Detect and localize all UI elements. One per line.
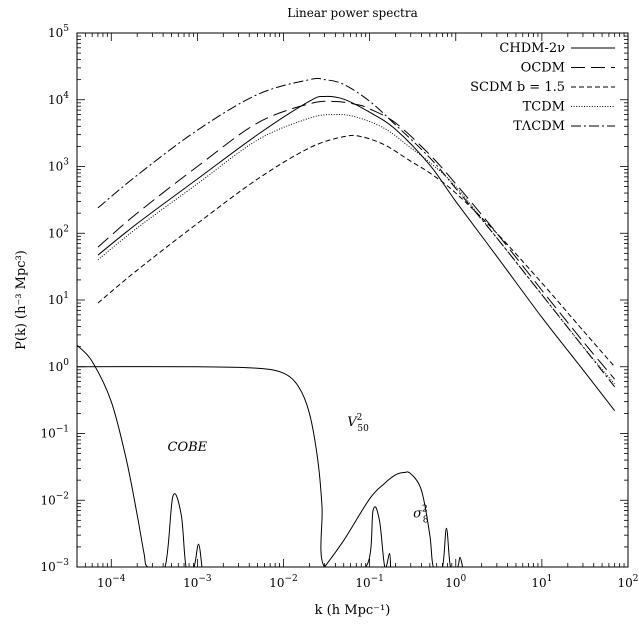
y-tick-label: 104: [48, 91, 69, 107]
x-tick-label: 101: [531, 574, 552, 590]
annotation: σ2 8: [413, 505, 429, 526]
legend-label: SCDM b = 1.5: [470, 80, 565, 95]
legend: CHDM-2ν OCDM SCDM b = 1.5 TCDM TΛCDM: [470, 41, 615, 134]
series-line-4: [97, 77, 616, 388]
y-tick-label: 101: [48, 291, 69, 307]
legend-label: CHDM-2ν: [499, 41, 565, 56]
x-tick-label: 10−1: [355, 574, 384, 590]
x-axis-label: k (h Mpc⁻¹): [315, 603, 391, 618]
x-tick-label: 10−2: [269, 574, 298, 590]
y-tick-label: 10−3: [40, 558, 69, 574]
annotations: COBE V2 50 σ2 8: [168, 413, 429, 526]
y-axis-label: P(k) (h⁻³ Mpc³): [14, 250, 29, 350]
legend-label: TΛCDM: [513, 119, 565, 134]
x-tick-label: 102: [617, 574, 638, 590]
y-tick-label: 10−1: [40, 425, 69, 441]
y-tick-label: 100: [48, 358, 69, 374]
x-axis-ticks: 10−4 10−3 10−2 10−1 100 101 102: [76, 33, 639, 590]
annotation: V2 50: [347, 413, 369, 434]
series-line-7: [324, 471, 464, 567]
y-tick-label: 105: [48, 24, 69, 40]
series-layer: [77, 77, 616, 567]
series-line-6: [77, 366, 392, 567]
y-tick-label: 103: [48, 158, 69, 174]
y-tick-label: 102: [48, 224, 69, 240]
x-tick-label: 100: [445, 574, 466, 590]
chart-title: Linear power spectra: [287, 6, 418, 20]
legend-label: OCDM: [521, 61, 565, 76]
annotation: COBE: [168, 440, 208, 455]
x-tick-label: 10−4: [97, 574, 126, 590]
series-line-1: [97, 100, 616, 380]
legend-label: TCDM: [523, 100, 565, 115]
y-tick-label: 10−2: [40, 491, 69, 507]
x-tick-label: 10−3: [183, 574, 212, 590]
series-line-5: [77, 344, 203, 567]
series-line-3: [97, 114, 616, 385]
series-line-2: [97, 134, 616, 368]
series-line-0: [97, 95, 616, 411]
